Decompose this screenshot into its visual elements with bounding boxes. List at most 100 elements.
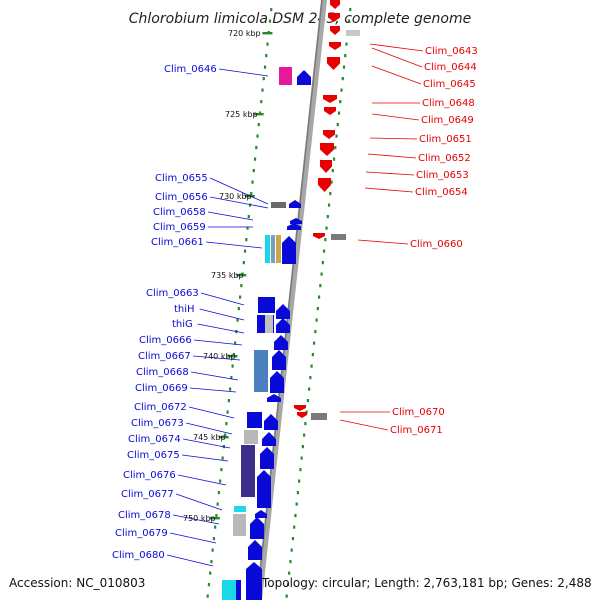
reverse-gene-arrow xyxy=(320,143,334,156)
tick-1 xyxy=(299,468,302,472)
gene-label: Clim_0659 xyxy=(153,222,206,233)
forward-gene-arrow xyxy=(287,223,301,230)
tick-1 xyxy=(296,491,300,495)
gene-label: Clim_0677 xyxy=(121,489,174,500)
tick-1 xyxy=(301,445,304,449)
gene-block-steel xyxy=(254,350,268,392)
tick-1 xyxy=(290,548,293,552)
leader-line xyxy=(191,371,239,381)
gene-label: Clim_0666 xyxy=(139,335,192,346)
kbp-label: 725 kbp xyxy=(225,110,258,119)
tick-1 xyxy=(298,479,301,483)
leader-line xyxy=(339,419,389,431)
tick-1 xyxy=(339,100,342,104)
forward-gene-arrow xyxy=(290,218,302,224)
tick-1 xyxy=(326,215,329,219)
gene-label: Clim_0680 xyxy=(112,550,165,561)
pseudo-block xyxy=(346,30,360,36)
accession-label: Accession: NC_010803 xyxy=(9,576,145,590)
gene-label: Clim_0644 xyxy=(424,62,477,73)
major-tick xyxy=(209,517,220,520)
tick-0 xyxy=(238,295,242,299)
reverse-gene-arrow xyxy=(329,42,341,50)
gene-label: Clim_0654 xyxy=(415,187,468,198)
tick-0 xyxy=(246,226,249,230)
map-title: Chlorobium limicola DSM 245, complete ge… xyxy=(129,11,472,27)
gene-label: Clim_0670 xyxy=(392,407,445,418)
forward-gene-arrow xyxy=(246,562,262,600)
gene-label: Clim_0661 xyxy=(151,237,204,248)
tick-1 xyxy=(295,502,298,506)
tick-1 xyxy=(315,318,318,322)
tick-1 xyxy=(340,88,343,92)
pseudo-block xyxy=(311,413,327,420)
reverse-gene-arrow xyxy=(323,130,335,139)
tick-1 xyxy=(331,169,334,173)
tick-1 xyxy=(330,180,333,184)
gene-label: Clim_0672 xyxy=(134,402,187,413)
forward-gene-arrow xyxy=(262,432,276,446)
tick-1 xyxy=(316,307,319,311)
gene-block-pink xyxy=(279,67,292,85)
tick-0 xyxy=(247,215,250,219)
tick-1 xyxy=(320,272,323,276)
tick-0 xyxy=(210,560,213,564)
gene-block-cyan xyxy=(234,506,246,512)
leader-line xyxy=(175,493,223,511)
forward-gene-arrow xyxy=(257,470,271,508)
forward-gene-arrow xyxy=(272,350,286,370)
tick-0 xyxy=(268,19,272,23)
forward-gene-arrow xyxy=(297,70,311,85)
forward-gene-arrow xyxy=(260,447,274,469)
gene-label: Clim_0651 xyxy=(419,134,472,145)
tick-0 xyxy=(261,88,264,92)
tick-1 xyxy=(329,192,332,196)
gene-block-cyan xyxy=(265,235,270,263)
leader-line xyxy=(369,137,418,140)
tick-1 xyxy=(310,364,313,368)
tick-1 xyxy=(288,571,291,575)
pseudo-block xyxy=(265,315,273,333)
gene-label: Clim_0658 xyxy=(153,207,206,218)
reverse-gene-arrow xyxy=(328,13,340,22)
gene-label: Clim_0671 xyxy=(390,425,443,436)
forward-gene-arrow xyxy=(255,510,267,518)
leader-line xyxy=(364,187,414,193)
gene-label: Clim_0653 xyxy=(416,170,469,181)
tick-1 xyxy=(319,284,322,288)
topology-label: Topology: circular; Length: 2,763,181 bp… xyxy=(261,576,592,590)
reverse-gene-arrow xyxy=(313,233,325,239)
tick-0 xyxy=(215,514,218,518)
leader-line xyxy=(369,43,424,52)
kbp-label: 720 kbp xyxy=(228,29,261,38)
gene-label: Clim_0673 xyxy=(131,418,184,429)
leader-line xyxy=(193,355,241,361)
forward-gene-arrow xyxy=(250,517,264,539)
leader-line xyxy=(186,422,233,435)
leader-line xyxy=(209,177,269,205)
gene-label: Clim_0668 xyxy=(136,367,189,378)
gene-label: thiG xyxy=(172,319,193,330)
tick-0 xyxy=(219,479,222,483)
gene-label: Clim_0679 xyxy=(115,528,168,539)
reverse-gene-arrow xyxy=(323,95,337,103)
gene-label: thiH xyxy=(174,304,195,315)
tick-1 xyxy=(327,203,331,207)
leader-line xyxy=(208,211,254,221)
tick-0 xyxy=(250,192,253,196)
tick-0 xyxy=(243,249,247,253)
leader-line xyxy=(183,438,231,449)
kbp-label: 730 kbp xyxy=(219,192,252,201)
major-tick xyxy=(253,113,264,116)
tick-0 xyxy=(206,594,209,598)
tick-0 xyxy=(265,54,268,58)
gene-label: Clim_0674 xyxy=(128,434,181,445)
tick-1 xyxy=(341,77,344,81)
gene-label: Clim_0660 xyxy=(410,239,463,250)
forward-gene-arrow xyxy=(274,335,288,350)
gene-label: Clim_0648 xyxy=(422,98,475,109)
gene-block xyxy=(276,235,281,263)
tick-0 xyxy=(270,8,273,12)
tick-1 xyxy=(349,8,352,12)
kbp-label: 745 kbp xyxy=(193,433,226,442)
